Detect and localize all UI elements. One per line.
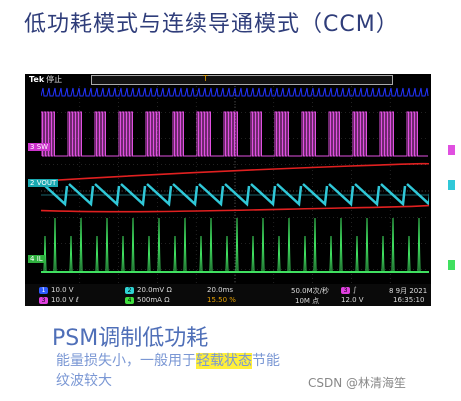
ch-label-il: 4 IL <box>28 255 45 263</box>
scope-time: 16:35:10 <box>393 296 425 304</box>
sw-trace <box>41 111 428 157</box>
subtitle: PSM调制低功耗 <box>52 326 209 351</box>
scope-status-bar: 1 10.0 V 2 20.0mV Ω 3 10.0 V ℓ 4 500mA Ω 20.… <box>25 284 431 306</box>
ripple-annotation-upper <box>41 162 429 182</box>
trigger-position-icon: T <box>203 74 208 83</box>
scope-date: 8 9月 2021 <box>389 287 428 295</box>
edge-marker-green <box>448 260 455 270</box>
ch-label-vout: 2 VOUT <box>28 179 59 187</box>
ch2-scale: 2 20.0mV Ω <box>125 286 172 294</box>
sample-rate: 50.0M次/秒 <box>291 287 329 295</box>
edge-marker-cyan <box>448 180 455 190</box>
scope-grid <box>41 86 429 296</box>
scope-top-bar: Tek 停止 T <box>25 74 431 86</box>
ch1-scale: 1 10.0 V <box>39 286 74 294</box>
description-line-1: 能量损失小，一般用于轻载状态节能 <box>56 353 280 369</box>
highlighted-text: 轻载状态 <box>196 353 252 369</box>
description-line-2: 纹波较大 <box>56 373 112 389</box>
trigger-level: 12.0 V <box>341 296 364 304</box>
edge-marker-pink <box>448 145 455 155</box>
timebase: 20.0ms <box>207 286 234 294</box>
oscilloscope-screenshot: Tek 停止 T 3 SW 2 VOUT 4 IL 1 10.0 V 2 20.0mV… <box>25 74 431 306</box>
record-length: 10M 点 <box>295 297 320 305</box>
ch1-trace <box>41 87 429 97</box>
trigger-setting: 3 ∫ <box>341 286 357 294</box>
ch-label-sw: 3 SW <box>28 143 51 151</box>
ch4-scale: 4 500mA Ω <box>125 296 170 304</box>
watermark: CSDN @林清海笙 <box>308 376 407 390</box>
vout-trace <box>41 183 429 207</box>
scope-brand: Tek 停止 <box>29 75 63 84</box>
ripple-annotation-lower <box>41 204 429 213</box>
record-position-bar <box>91 75 393 85</box>
il-trace <box>41 217 429 273</box>
ch3-scale: 3 10.0 V ℓ <box>39 296 79 304</box>
page-title: 低功耗模式与连续导通模式（CCM） <box>24 12 399 37</box>
trigger-position: 15.50 % <box>207 296 236 304</box>
